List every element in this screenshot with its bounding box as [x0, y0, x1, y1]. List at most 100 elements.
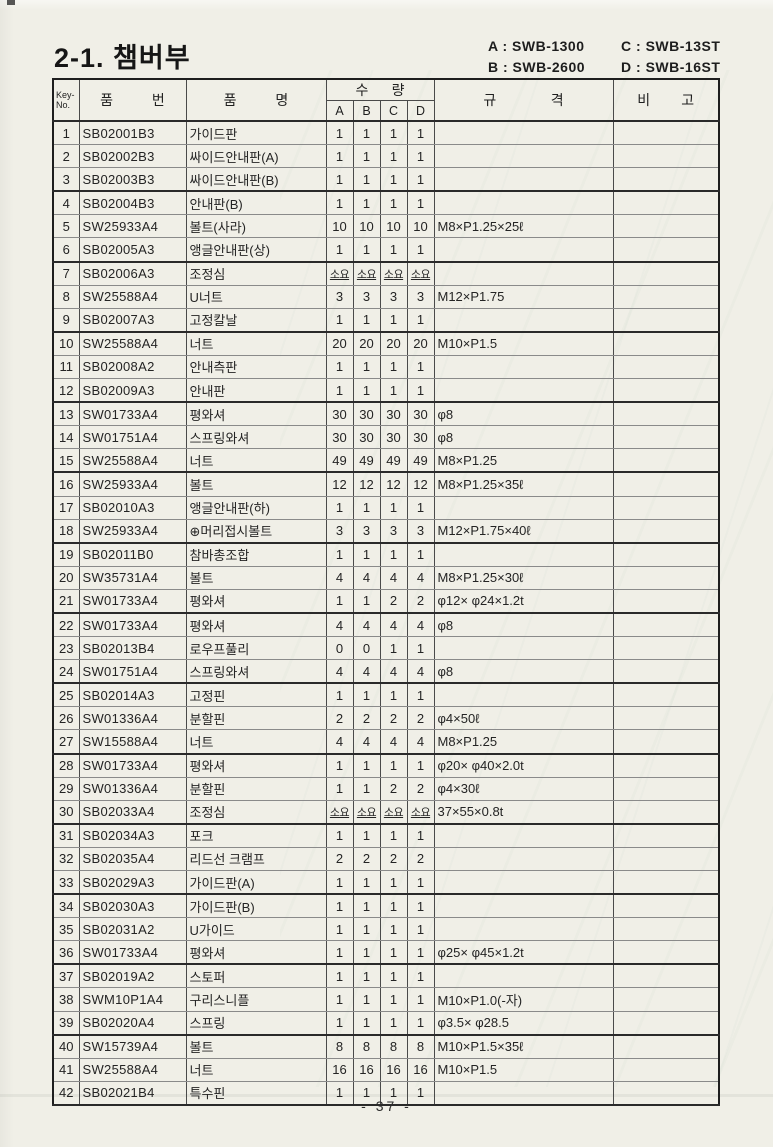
row-qty-b: 1	[352, 307, 381, 333]
row-spec	[433, 237, 614, 263]
row-qty-b: 소요	[352, 799, 381, 825]
row-qty-c: 3	[379, 518, 408, 544]
row-qty-c: 1	[379, 167, 408, 193]
row-remark	[612, 144, 720, 169]
row-part-no: SWM10P1A4	[78, 987, 187, 1012]
scan-artifact-corner-mark	[7, 0, 15, 5]
row-qty-b: 4	[352, 612, 381, 638]
row-qty-c: 1	[379, 1080, 408, 1106]
row-key-no: 33	[52, 870, 80, 896]
row-qty-a: 1	[325, 940, 354, 966]
row-key-no: 35	[52, 917, 80, 942]
table-row: 2 SB02002B3 싸이드안내판(A) 1 1 1 1	[52, 144, 720, 169]
row-remark	[612, 354, 720, 380]
row-part-no: SW25933A4	[78, 214, 187, 239]
col-header-qty: 수 량	[325, 78, 435, 101]
table-row: 8 SW25588A4 U너트 3 3 3 3 M12×P1.75	[52, 284, 720, 309]
row-part-name: 평와셔	[185, 940, 327, 966]
row-qty-b: 1	[352, 940, 381, 966]
row-qty-d: 1	[406, 987, 435, 1012]
row-qty-b: 1	[352, 542, 381, 567]
table-row: 17 SB02010A3 앵글안내판(하) 1 1 1 1	[52, 495, 720, 520]
col-header-part-name: 품 명	[185, 78, 327, 122]
row-qty-d: 1	[406, 378, 435, 404]
row-spec	[433, 307, 614, 333]
row-qty-b: 1	[352, 870, 381, 896]
row-qty-d: 2	[406, 706, 435, 731]
table-row: 28 SW01733A4 평와셔 1 1 1 1 φ20× φ40×2.0t	[52, 753, 720, 778]
row-spec: M12×P1.75	[433, 284, 614, 309]
col-header-qty-a: A	[325, 100, 354, 122]
row-part-name: 가이드판	[185, 120, 327, 146]
row-qty-b: 1	[352, 917, 381, 942]
row-part-no: SW25588A4	[78, 284, 187, 309]
row-part-name: 스프링와셔	[185, 659, 327, 685]
row-part-no: SB02033A4	[78, 799, 187, 825]
table-row: 36 SW01733A4 평와셔 1 1 1 1 φ25× φ45×1.2t	[52, 940, 720, 966]
row-spec: φ4×30ℓ	[433, 776, 614, 801]
row-key-no: 41	[52, 1057, 80, 1082]
col-header-qty-b: B	[352, 100, 381, 122]
row-part-name: 가이드판(B)	[185, 893, 327, 919]
row-remark	[612, 893, 720, 919]
page-title: 2-1. 챔버부	[54, 43, 191, 73]
row-spec	[433, 823, 614, 848]
row-spec	[433, 542, 614, 567]
row-qty-d: 4	[406, 612, 435, 638]
row-key-no: 6	[52, 237, 80, 263]
row-key-no: 31	[52, 823, 80, 848]
row-qty-c: 1	[379, 190, 408, 216]
table-row: 6 SB02005A3 앵글안내판(상) 1 1 1 1	[52, 237, 720, 263]
row-key-no: 25	[52, 682, 80, 708]
row-qty-d: 10	[406, 214, 435, 239]
table-row: 20 SW35731A4 볼트 4 4 4 4 M8×P1.25×30ℓ	[52, 565, 720, 590]
row-part-name: 안내판(B)	[185, 190, 327, 216]
row-qty-c: 4	[379, 565, 408, 590]
row-key-no: 5	[52, 214, 80, 239]
parts-table: Key- No. 품 번 품 명 수 량 규 격 비 고 A B C D 1 SB…	[52, 78, 720, 1106]
row-qty-b: 1	[352, 893, 381, 919]
row-part-name: 스프링	[185, 1010, 327, 1036]
row-qty-c: 1	[379, 682, 408, 708]
row-spec: φ4×50ℓ	[433, 706, 614, 731]
row-key-no: 15	[52, 448, 80, 474]
row-part-no: SB02006A3	[78, 261, 187, 286]
row-part-name: 분할핀	[185, 776, 327, 801]
table-row: 7 SB02006A3 조정심 소요 소요 소요 소요	[52, 261, 720, 286]
table-row: 33 SB02029A3 가이드판(A) 1 1 1 1	[52, 870, 720, 896]
row-qty-b: 1	[352, 237, 381, 263]
table-row: 18 SW25933A4 ⊕머리접시볼트 3 3 3 3 M12×P1.75×40ℓ	[52, 518, 720, 544]
row-qty-a: 1	[325, 167, 354, 193]
row-qty-c: 2	[379, 706, 408, 731]
row-spec	[433, 144, 614, 169]
row-part-name: 볼트	[185, 565, 327, 590]
row-qty-c: 2	[379, 776, 408, 801]
row-qty-c: 1	[379, 987, 408, 1012]
model-legend-item-a: A : SWB-1300	[488, 38, 585, 54]
row-qty-d: 1	[406, 753, 435, 778]
row-qty-a: 4	[325, 659, 354, 685]
row-qty-d: 49	[406, 448, 435, 474]
row-part-no: SW01733A4	[78, 753, 187, 778]
row-part-name: 앵글안내판(상)	[185, 237, 327, 263]
row-part-no: SB02014A3	[78, 682, 187, 708]
row-qty-c: 소요	[379, 261, 408, 286]
table-row: 23 SB02013B4 로우프풀리 0 0 1 1	[52, 636, 720, 661]
col-header-part-no: 품 번	[78, 78, 187, 122]
row-qty-d: 16	[406, 1057, 435, 1082]
row-qty-d: 3	[406, 284, 435, 309]
row-remark	[612, 284, 720, 309]
row-spec	[433, 963, 614, 989]
row-remark	[612, 823, 720, 848]
row-qty-c: 2	[379, 846, 408, 872]
row-spec: M10×P1.0(-자)	[433, 987, 614, 1012]
row-part-name: ⊕머리접시볼트	[185, 518, 327, 544]
row-qty-a: 1	[325, 120, 354, 146]
row-part-no: SB02003B3	[78, 167, 187, 193]
row-qty-b: 8	[352, 1034, 381, 1059]
row-qty-a: 30	[325, 401, 354, 427]
row-part-name: 스프링와셔	[185, 425, 327, 450]
table-row: 22 SW01733A4 평와셔 4 4 4 4 φ8	[52, 612, 720, 638]
row-qty-a: 1	[325, 190, 354, 216]
row-part-name: 평와셔	[185, 401, 327, 427]
